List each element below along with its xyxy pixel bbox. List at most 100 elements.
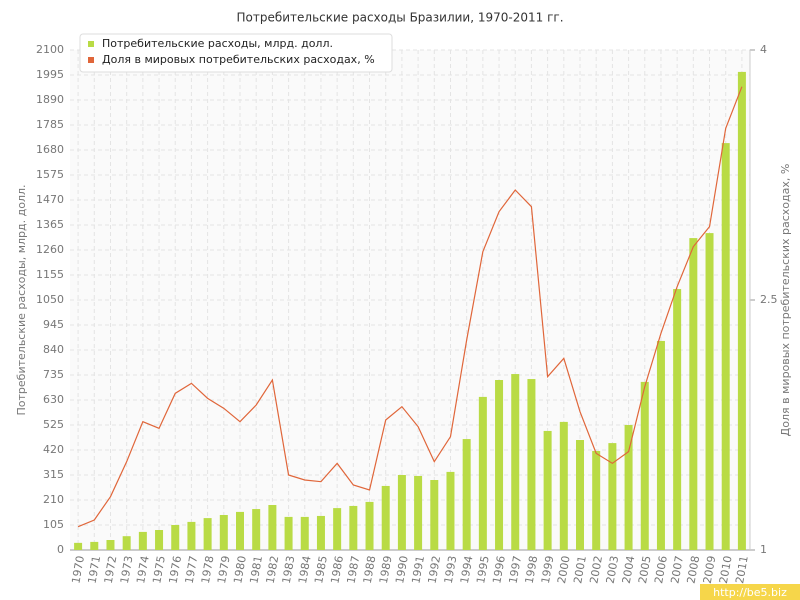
bar (721, 143, 730, 550)
x-tick-label: 1970 (69, 555, 87, 585)
y-tick-label: 105 (43, 518, 64, 531)
x-tick-label: 1975 (150, 555, 168, 585)
bar (219, 515, 228, 550)
y-tick-label: 1365 (36, 218, 64, 231)
line (77, 86, 743, 528)
legend: Потребительские расходы, млрд. долл. Доля… (79, 33, 393, 73)
bar (689, 238, 698, 550)
x-tick-label: 1971 (86, 555, 104, 585)
bar (349, 505, 358, 550)
legend-label: Потребительские расходы, млрд. долл. (102, 37, 333, 50)
x-tick-label: 1984 (296, 555, 314, 585)
bar (138, 531, 147, 550)
bar (511, 374, 520, 550)
bar (478, 396, 487, 550)
bar (333, 508, 342, 550)
bar (268, 505, 277, 550)
x-tick-label: 1999 (539, 555, 557, 585)
bar (527, 379, 536, 550)
y-axis-label: Потребительские расходы, млрд. долл. (15, 185, 28, 416)
bar (543, 430, 552, 550)
y-tick-label: 1995 (36, 68, 64, 81)
bar (252, 509, 261, 550)
y2-tick-label: 2.5 (760, 293, 778, 306)
x-tick-label: 2003 (604, 555, 622, 585)
x-tick-label: 2009 (701, 555, 719, 585)
y-tick-label: 945 (43, 318, 64, 331)
bar (284, 516, 293, 550)
x-tick-label: 2007 (668, 555, 686, 585)
x-tick-label: 2005 (636, 555, 654, 585)
y-tick-label: 735 (43, 368, 64, 381)
y-tick-label: 1155 (36, 268, 64, 281)
bar (187, 521, 196, 550)
bar (171, 525, 180, 550)
x-tick-label: 1997 (506, 555, 524, 585)
x-tick-label: 1979 (215, 555, 233, 585)
x-tick-label: 1985 (312, 555, 330, 585)
bar (236, 511, 244, 550)
bar (737, 71, 746, 551)
bar (381, 485, 390, 550)
x-tick-label: 1989 (377, 555, 395, 585)
y-tick-label: 0 (57, 543, 64, 556)
bar (90, 541, 99, 550)
x-tick-label: 1995 (474, 555, 492, 585)
x-tick-label: 1973 (118, 555, 136, 585)
y-tick-label: 525 (43, 418, 64, 431)
bar (592, 450, 601, 550)
legend-swatch (88, 41, 94, 47)
bar (122, 536, 131, 550)
watermark-bg (700, 584, 800, 600)
x-tick-label: 1977 (183, 555, 201, 585)
y-tick-label: 1260 (36, 243, 64, 256)
x-tick-label: 1991 (409, 555, 427, 585)
bar (414, 475, 423, 550)
x-tick-label: 1990 (393, 555, 411, 585)
bar (155, 530, 164, 550)
x-tick-label: 2001 (571, 555, 589, 585)
bar (608, 443, 617, 550)
bar (705, 233, 714, 550)
legend-swatch (88, 57, 94, 63)
x-tick-label: 1992 (426, 555, 444, 585)
bar (74, 542, 83, 550)
bar (203, 518, 212, 550)
x-tick-label: 1978 (199, 555, 217, 585)
x-tick-label: 1981 (247, 555, 265, 585)
watermark: http://be5.biz (713, 586, 787, 599)
bar (656, 340, 665, 550)
bar (106, 540, 115, 550)
x-tick-label: 1994 (458, 555, 476, 585)
x-tick-label: 2008 (685, 555, 703, 585)
y-tick-label: 630 (43, 393, 64, 406)
y-tick-label: 1785 (36, 118, 64, 131)
x-tick-label: 1982 (264, 555, 282, 585)
x-tick-label: 1980 (231, 555, 249, 585)
x-tick-label: 1983 (280, 555, 298, 585)
bar (462, 439, 471, 550)
bar (365, 501, 374, 550)
x-tick-label: 2000 (555, 555, 573, 585)
x-tick-label: 1998 (523, 555, 541, 585)
y-tick-label: 315 (43, 468, 64, 481)
bar (640, 381, 649, 550)
bar (446, 471, 455, 550)
x-tick-label: 1972 (102, 555, 120, 585)
legend-box (79, 33, 393, 73)
x-tick-label: 2011 (733, 555, 751, 585)
y-tick-label: 1470 (36, 193, 64, 206)
x-tick-label: 1988 (361, 555, 379, 585)
x-tick-label: 2010 (717, 555, 735, 585)
y2-tick-label: 1 (760, 543, 767, 556)
bar (673, 289, 682, 550)
y2-axis-label: Доля в мировых потребительских расходах,… (779, 164, 792, 437)
bar (495, 380, 504, 550)
x-tick-label: 2002 (587, 555, 605, 585)
y-tick-label: 1575 (36, 168, 64, 181)
bar (300, 516, 309, 550)
bar (397, 475, 406, 550)
bar (316, 515, 325, 550)
x-tick-label: 1974 (134, 555, 152, 585)
